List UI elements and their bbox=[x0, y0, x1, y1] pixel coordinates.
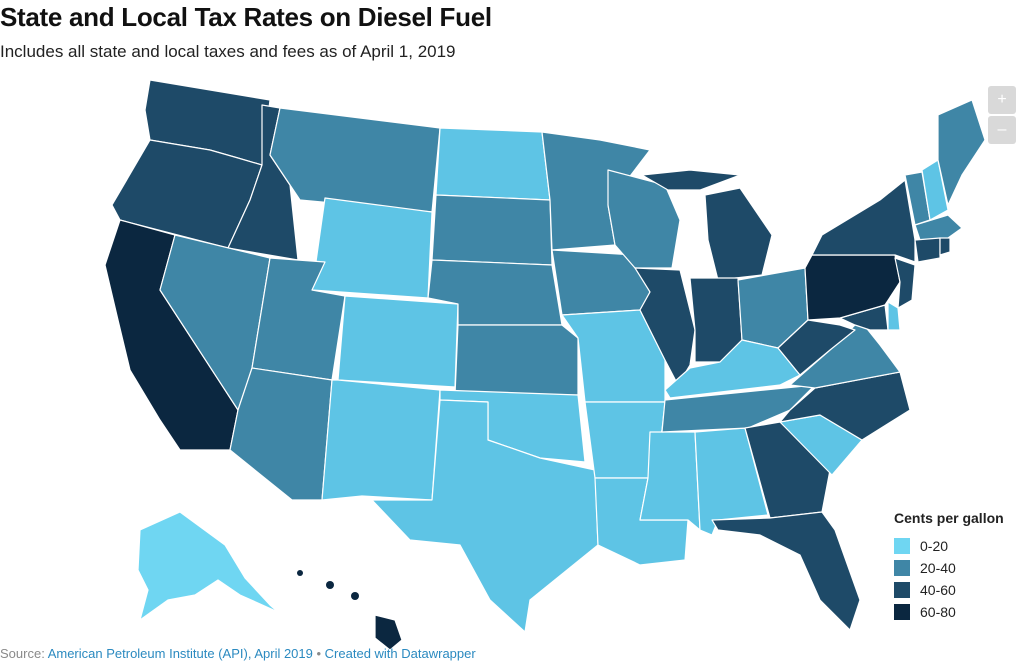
state-hawaii-island-2 bbox=[326, 581, 334, 589]
state-wisconsin[interactable] bbox=[607, 169, 681, 269]
state-hawaii-island-1 bbox=[297, 570, 303, 576]
map-title: State and Local Tax Rates on Diesel Fuel bbox=[0, 2, 492, 32]
state-connecticut[interactable] bbox=[914, 237, 941, 263]
zoom-out-button[interactable]: – bbox=[988, 116, 1016, 144]
state-rhode-island[interactable] bbox=[939, 237, 951, 256]
datawrapper-credit-link[interactable]: Created with Datawrapper bbox=[324, 646, 476, 661]
state-alaska[interactable] bbox=[137, 511, 279, 621]
legend-label: 20-40 bbox=[920, 560, 956, 576]
state-south-dakota[interactable] bbox=[431, 194, 553, 266]
source-prefix: Source: bbox=[0, 646, 48, 661]
state-mississippi[interactable] bbox=[639, 431, 701, 531]
state-arizona[interactable] bbox=[229, 367, 333, 501]
legend-item: 40-60 bbox=[894, 579, 1024, 601]
state-north-dakota[interactable] bbox=[435, 127, 551, 201]
legend-item: 0-20 bbox=[894, 535, 1024, 557]
legend-swatch bbox=[894, 560, 910, 576]
state-colorado[interactable] bbox=[337, 295, 459, 388]
state-michigan[interactable] bbox=[704, 187, 773, 281]
state-delaware[interactable] bbox=[887, 301, 901, 331]
legend-swatch bbox=[894, 538, 910, 554]
state-new-hampshire[interactable] bbox=[921, 159, 949, 221]
source-link[interactable]: American Petroleum Institute (API), Apri… bbox=[47, 646, 313, 661]
legend-item: 60-80 bbox=[894, 601, 1024, 623]
state-new-mexico[interactable] bbox=[321, 379, 441, 501]
state-hawaii[interactable] bbox=[374, 614, 403, 651]
state-new-jersey[interactable] bbox=[894, 257, 916, 309]
legend-item: 20-40 bbox=[894, 557, 1024, 579]
map-legend: Cents per gallon 0-20 20-40 40-60 60-80 bbox=[888, 510, 1024, 623]
state-michigan-upper[interactable] bbox=[641, 169, 741, 191]
state-kansas[interactable] bbox=[454, 324, 579, 396]
legend-label: 40-60 bbox=[920, 582, 956, 598]
zoom-in-button[interactable]: + bbox=[988, 86, 1016, 114]
legend-label: 0-20 bbox=[920, 538, 949, 554]
state-georgia[interactable] bbox=[744, 421, 831, 519]
map-footer: Source: American Petroleum Institute (AP… bbox=[0, 646, 476, 661]
state-new-york[interactable] bbox=[811, 179, 916, 263]
legend-swatch bbox=[894, 604, 910, 620]
footer-separator: • bbox=[312, 646, 325, 661]
state-massachusetts[interactable] bbox=[914, 214, 963, 241]
state-texas[interactable] bbox=[371, 399, 599, 633]
legend-label: 60-80 bbox=[920, 604, 956, 620]
state-florida[interactable] bbox=[711, 511, 861, 631]
state-maine[interactable] bbox=[937, 99, 986, 206]
state-wyoming[interactable] bbox=[311, 197, 433, 299]
legend-title: Cents per gallon bbox=[894, 510, 1004, 526]
state-montana[interactable] bbox=[269, 107, 441, 213]
state-hawaii-island-3 bbox=[351, 592, 359, 600]
state-tennessee[interactable] bbox=[661, 384, 816, 433]
legend-swatch bbox=[894, 582, 910, 598]
map-subtitle: Includes all state and local taxes and f… bbox=[0, 42, 456, 61]
